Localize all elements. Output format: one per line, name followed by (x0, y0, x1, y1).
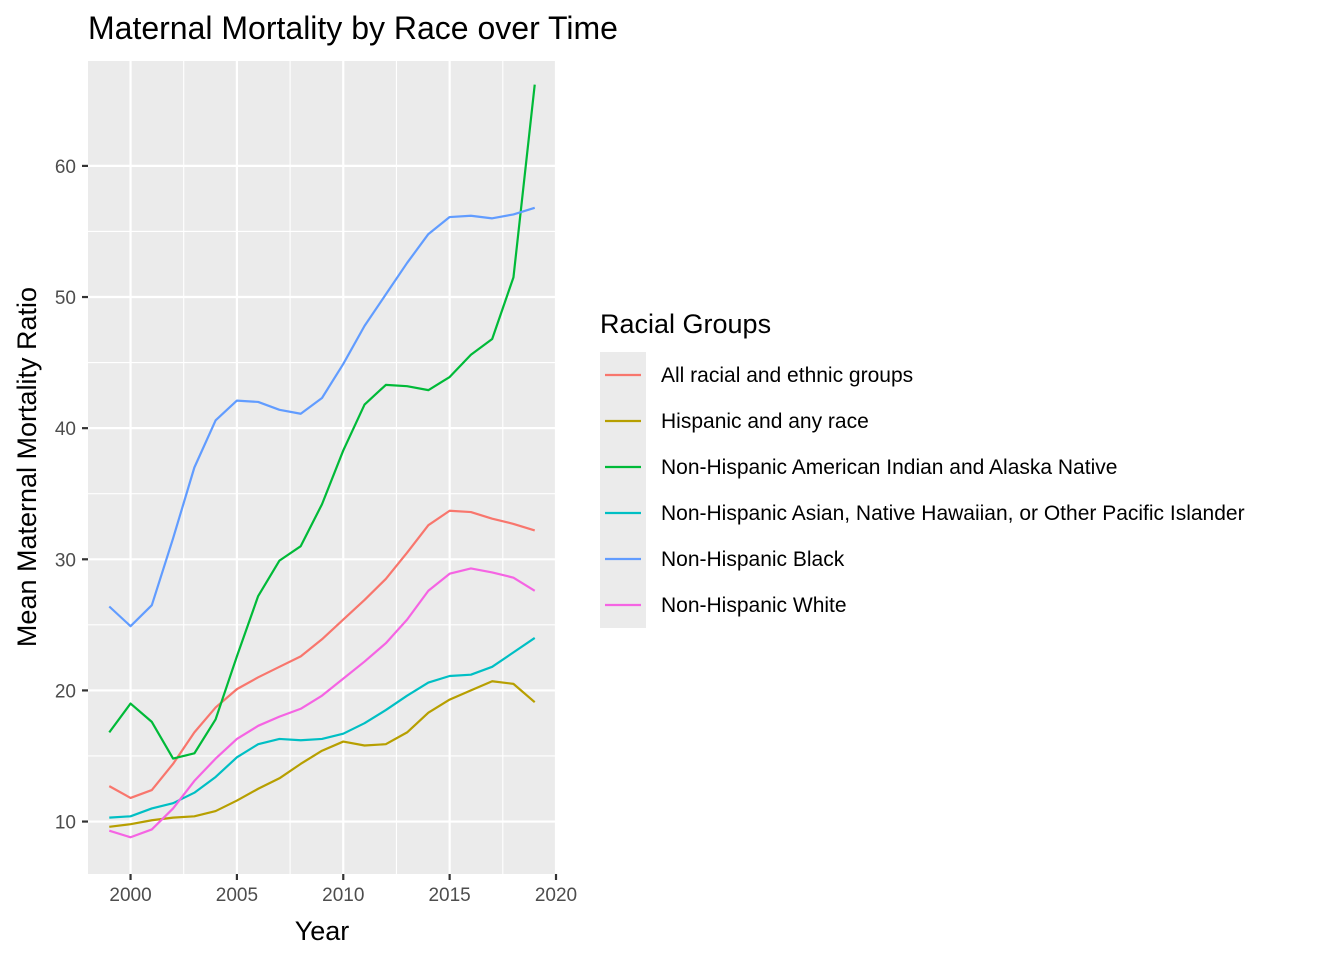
x-tick-label: 2005 (216, 885, 258, 906)
series-line-6 (108, 567, 536, 839)
y-axis-title: Mean Maternal Mortality Ratio (12, 287, 42, 647)
x-tick-label: 2000 (109, 885, 151, 906)
y-tick-label: 50 (55, 288, 76, 309)
y-tick-label: 20 (55, 681, 76, 702)
y-axis: 10 20 30 40 50 60 (55, 157, 88, 834)
y-tick-label: 60 (55, 157, 76, 178)
grid-minor (88, 61, 556, 874)
series-line-2 (109, 680, 536, 828)
x-axis-title: Year (295, 916, 350, 946)
y-tick-label: 30 (55, 550, 76, 571)
legend-label: All racial and ethnic groups (661, 364, 913, 387)
x-tick-label: 2010 (322, 885, 364, 906)
legend-key-background (600, 352, 646, 628)
legend-title: Racial Groups (600, 309, 771, 339)
legend-label: Non-Hispanic White (661, 594, 847, 617)
y-tick-label: 10 (55, 813, 76, 834)
legend: Racial Groups All racial and ethnic grou… (600, 309, 1245, 628)
legend-label: Hispanic and any race (661, 410, 869, 433)
x-tick-label: 2015 (428, 885, 470, 906)
legend-label: Non-Hispanic American Indian and Alaska … (661, 456, 1117, 479)
series-lines (108, 84, 536, 839)
legend-items: All racial and ethnic groups Hispanic and… (600, 352, 1245, 628)
x-tick-label: 2020 (535, 885, 577, 906)
series-line-3 (108, 84, 536, 760)
series-line-1 (108, 509, 536, 800)
grid-major (88, 61, 558, 874)
x-axis: 2000 2005 2010 2015 2020 (109, 874, 577, 906)
legend-label: Non-Hispanic Black (661, 548, 845, 571)
series-line-5 (108, 206, 536, 628)
chart-title: Maternal Mortality by Race over Time (88, 10, 618, 46)
plot-panel (88, 61, 556, 874)
legend-label: Non-Hispanic Asian, Native Hawaiian, or … (661, 502, 1245, 525)
y-tick-label: 40 (55, 419, 76, 440)
